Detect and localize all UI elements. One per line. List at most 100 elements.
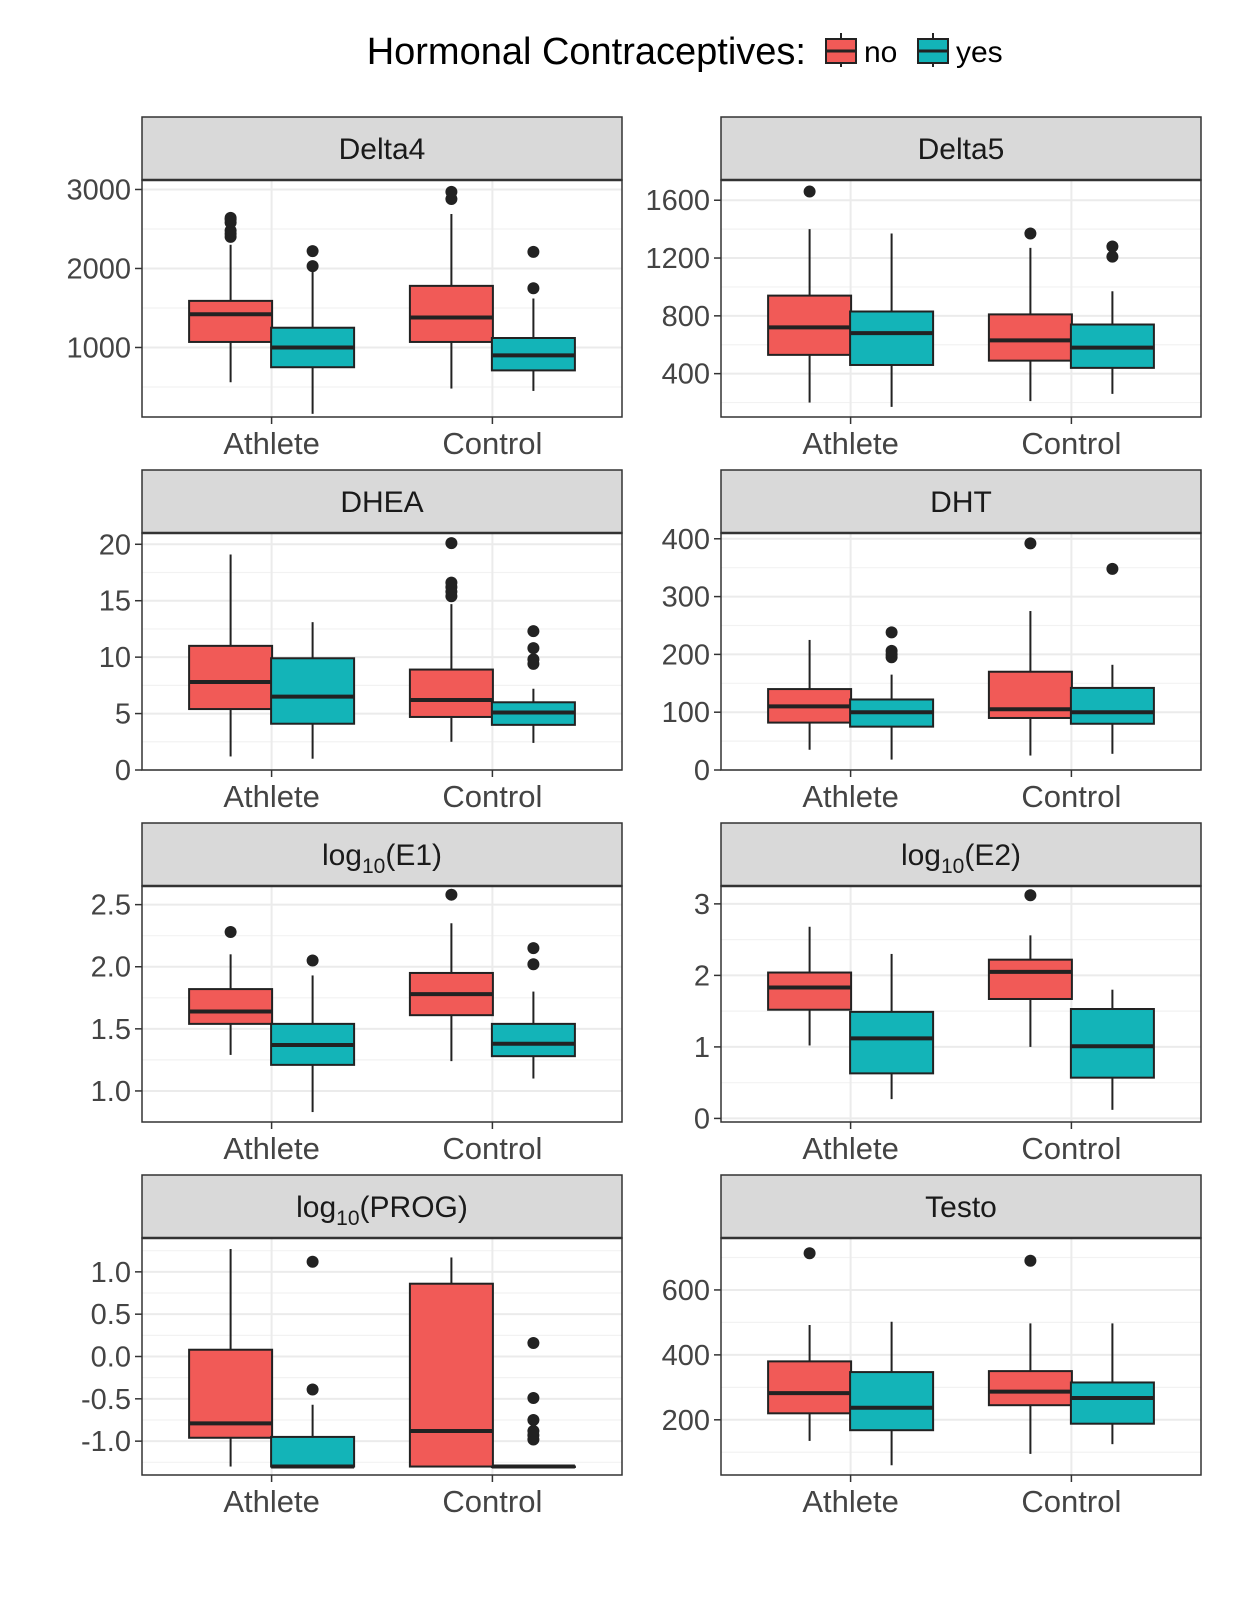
box-iqr bbox=[987, 313, 1073, 362]
outlier-point bbox=[445, 537, 458, 550]
y-tick-label: 2.0 bbox=[91, 952, 131, 984]
legend-label-yes: yes bbox=[956, 36, 1003, 69]
x-tick-label: Control bbox=[442, 1131, 542, 1166]
legend-label-no: no bbox=[864, 36, 897, 69]
box-yes-athlete bbox=[270, 1255, 356, 1469]
x-tick-label: Athlete bbox=[802, 426, 899, 461]
box-no-athlete bbox=[188, 211, 274, 383]
outlier-point bbox=[306, 245, 319, 258]
box-yes-control bbox=[490, 942, 576, 1079]
outlier-point bbox=[527, 1413, 540, 1426]
panel-5: log10(E2) 0 1 2 3 Athlete Control bbox=[694, 822, 1202, 1166]
box-yes-control bbox=[1069, 240, 1155, 394]
box-iqr bbox=[767, 1360, 853, 1415]
box-iqr bbox=[1069, 1008, 1155, 1079]
x-tick-label: Athlete bbox=[223, 426, 320, 461]
x-tick-label: Athlete bbox=[802, 1484, 899, 1519]
box-yes-control bbox=[1069, 1323, 1155, 1445]
x-tick-label: Control bbox=[1021, 779, 1121, 814]
box-yes-athlete bbox=[270, 245, 356, 414]
outlier-point bbox=[527, 1424, 540, 1437]
x-tick-label: Control bbox=[442, 426, 542, 461]
legend-title: Hormonal Contraceptives: bbox=[367, 31, 806, 73]
y-tick-label: 1.0 bbox=[91, 1257, 131, 1289]
box-no-athlete bbox=[188, 554, 274, 757]
box-yes-athlete bbox=[270, 954, 356, 1113]
x-tick-label: Athlete bbox=[223, 1484, 320, 1519]
box-iqr bbox=[1069, 1381, 1155, 1425]
y-tick-label: 3000 bbox=[66, 174, 131, 206]
outlier-point bbox=[527, 245, 540, 258]
y-tick-label: 2 bbox=[694, 960, 710, 992]
box-yes-athlete bbox=[849, 233, 935, 407]
x-tick-label: Athlete bbox=[802, 1131, 899, 1166]
outlier-point bbox=[1024, 889, 1037, 902]
strip-title: DHT bbox=[930, 486, 992, 519]
box-no-athlete bbox=[188, 1249, 274, 1467]
y-tick-label: 1.0 bbox=[91, 1076, 131, 1108]
outlier-point bbox=[445, 576, 458, 589]
panel-2: DHEA 0 5 10 15 20 Athlete Control bbox=[99, 469, 623, 814]
y-tick-label: 0.5 bbox=[91, 1299, 131, 1331]
panel-6: log10(PROG) -1.0 -0.5 0.0 0.5 1.0 Athlete Contr… bbox=[81, 1174, 623, 1519]
panel-4: log10(E1) 1.0 1.5 2.0 2.5 Athlete Control bbox=[91, 822, 623, 1166]
box-yes-athlete bbox=[849, 953, 935, 1100]
strip-background bbox=[720, 116, 1202, 181]
outlier-point bbox=[527, 653, 540, 666]
panel-background bbox=[721, 533, 1201, 770]
box-iqr bbox=[270, 657, 356, 725]
box-iqr bbox=[1069, 686, 1155, 725]
outlier-point bbox=[527, 282, 540, 295]
box-yes-control bbox=[1069, 989, 1155, 1110]
box-iqr bbox=[188, 988, 274, 1025]
y-tick-label: 0 bbox=[115, 755, 131, 787]
box-no-athlete bbox=[767, 1247, 853, 1441]
x-tick-label: Athlete bbox=[223, 1131, 320, 1166]
box-iqr bbox=[408, 668, 494, 718]
y-tick-label: 2000 bbox=[66, 253, 131, 285]
outlier-point bbox=[803, 185, 816, 198]
outlier-point bbox=[1106, 562, 1119, 575]
y-tick-label: 0 bbox=[694, 1103, 710, 1135]
box-yes-control bbox=[490, 245, 576, 391]
x-tick-label: Control bbox=[442, 1484, 542, 1519]
y-tick-label: -1.0 bbox=[81, 1426, 131, 1458]
y-tick-label: 400 bbox=[662, 359, 710, 391]
y-tick-label: 300 bbox=[662, 582, 710, 614]
strip-background bbox=[141, 116, 623, 181]
box-yes-control bbox=[490, 625, 576, 743]
outlier-point bbox=[224, 925, 237, 938]
box-iqr bbox=[987, 958, 1073, 1000]
box-iqr bbox=[270, 1435, 356, 1468]
x-tick-label: Control bbox=[1021, 426, 1121, 461]
y-tick-label: 200 bbox=[662, 1405, 710, 1437]
box-yes-control bbox=[1069, 562, 1155, 754]
outlier-point bbox=[527, 1391, 540, 1404]
y-tick-label: 0 bbox=[694, 755, 710, 787]
box-no-control bbox=[408, 537, 494, 742]
outlier-point bbox=[306, 1383, 319, 1396]
y-tick-label: 1 bbox=[694, 1032, 710, 1064]
box-iqr bbox=[408, 284, 494, 343]
box-iqr bbox=[408, 1282, 494, 1468]
box-iqr bbox=[490, 1022, 576, 1058]
box-yes-athlete bbox=[849, 626, 935, 760]
outlier-point bbox=[885, 644, 898, 657]
outlier-point bbox=[306, 954, 319, 967]
outlier-point bbox=[306, 260, 319, 273]
box-iqr bbox=[767, 294, 853, 356]
box-no-control bbox=[987, 1254, 1073, 1454]
strip-background bbox=[141, 469, 623, 534]
x-tick-label: Athlete bbox=[223, 779, 320, 814]
y-tick-label: 100 bbox=[662, 697, 710, 729]
box-no-control bbox=[987, 889, 1073, 1047]
outlier-point bbox=[803, 1247, 816, 1260]
x-tick-label: Control bbox=[1021, 1484, 1121, 1519]
outlier-point bbox=[527, 1336, 540, 1349]
panel-0: Delta4 1000 2000 3000 Athlete Control bbox=[66, 116, 623, 461]
legend-key-no bbox=[825, 33, 857, 67]
outlier-point bbox=[1024, 537, 1037, 550]
box-no-athlete bbox=[767, 185, 853, 403]
strip-background bbox=[141, 822, 623, 887]
strip-title: Delta5 bbox=[918, 133, 1005, 166]
